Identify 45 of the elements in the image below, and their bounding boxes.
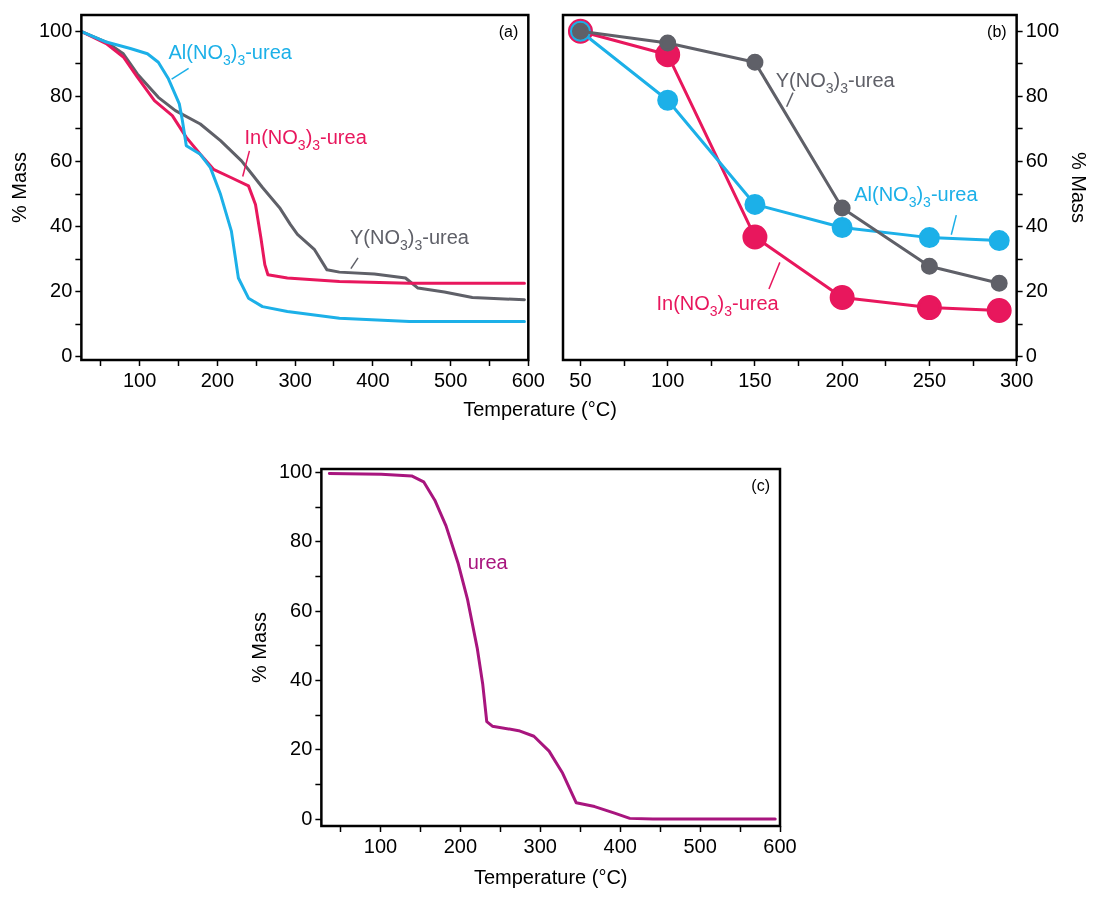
y-tick-label: 100 [38,18,73,41]
y-tick-label: 40 [50,214,73,237]
x-tick-label: 600 [511,368,545,391]
y2-axis-title: % Mass [1068,151,1091,224]
y-tick-label: 20 [290,737,313,760]
x-tick-label: 400 [356,368,390,391]
y2-tick-label: 60 [1025,148,1048,171]
y2-tick-label: 40 [1025,214,1048,237]
y-tick-label: 100 [278,459,313,482]
series-label: urea [467,550,509,573]
x-tick-label: 300 [278,368,312,391]
y-tick-label: 0 [61,344,73,367]
annotation: (b) [987,23,1007,41]
x-tick-label: 150 [738,368,772,391]
x-axis-title: Temperature (°C) [462,398,618,421]
y2-tick-label: 20 [1025,279,1048,302]
x-tick-label: 100 [122,368,157,391]
x-tick-label: 200 [443,834,478,857]
x-tick-label: 50 [569,368,592,391]
x-tick-label: 100 [651,368,685,391]
x-tick-label: 500 [433,368,468,391]
annotation: (a) [498,23,519,41]
x-tick-label: 500 [683,834,717,857]
x-axis-title: Temperature (°C) [473,865,628,888]
annotation: (c) [751,477,770,495]
y-tick-label: 60 [290,598,313,621]
y2-tick-label: 0 [1025,344,1037,367]
y2-tick-label: 100 [1025,18,1060,41]
x-tick-label: 100 [363,834,398,857]
x-tick-label: 200 [825,368,859,391]
x-tick-label: 200 [200,368,235,391]
y-tick-label: 40 [290,667,313,690]
y-tick-label: 20 [50,279,73,302]
x-tick-label: 250 [912,368,947,391]
x-tick-label: 300 [523,834,557,857]
x-tick-label: 600 [763,834,797,857]
y-tick-label: 60 [50,148,73,171]
y-tick-label: 80 [50,83,73,106]
y2-tick-label: 80 [1025,83,1048,106]
y-axis-title: % Mass [7,151,30,224]
y-tick-label: 0 [301,806,313,829]
x-tick-label: 300 [999,368,1034,391]
y-axis-title: % Mass [247,611,270,684]
y-tick-label: 80 [290,529,313,552]
x-tick-label: 400 [603,834,637,857]
